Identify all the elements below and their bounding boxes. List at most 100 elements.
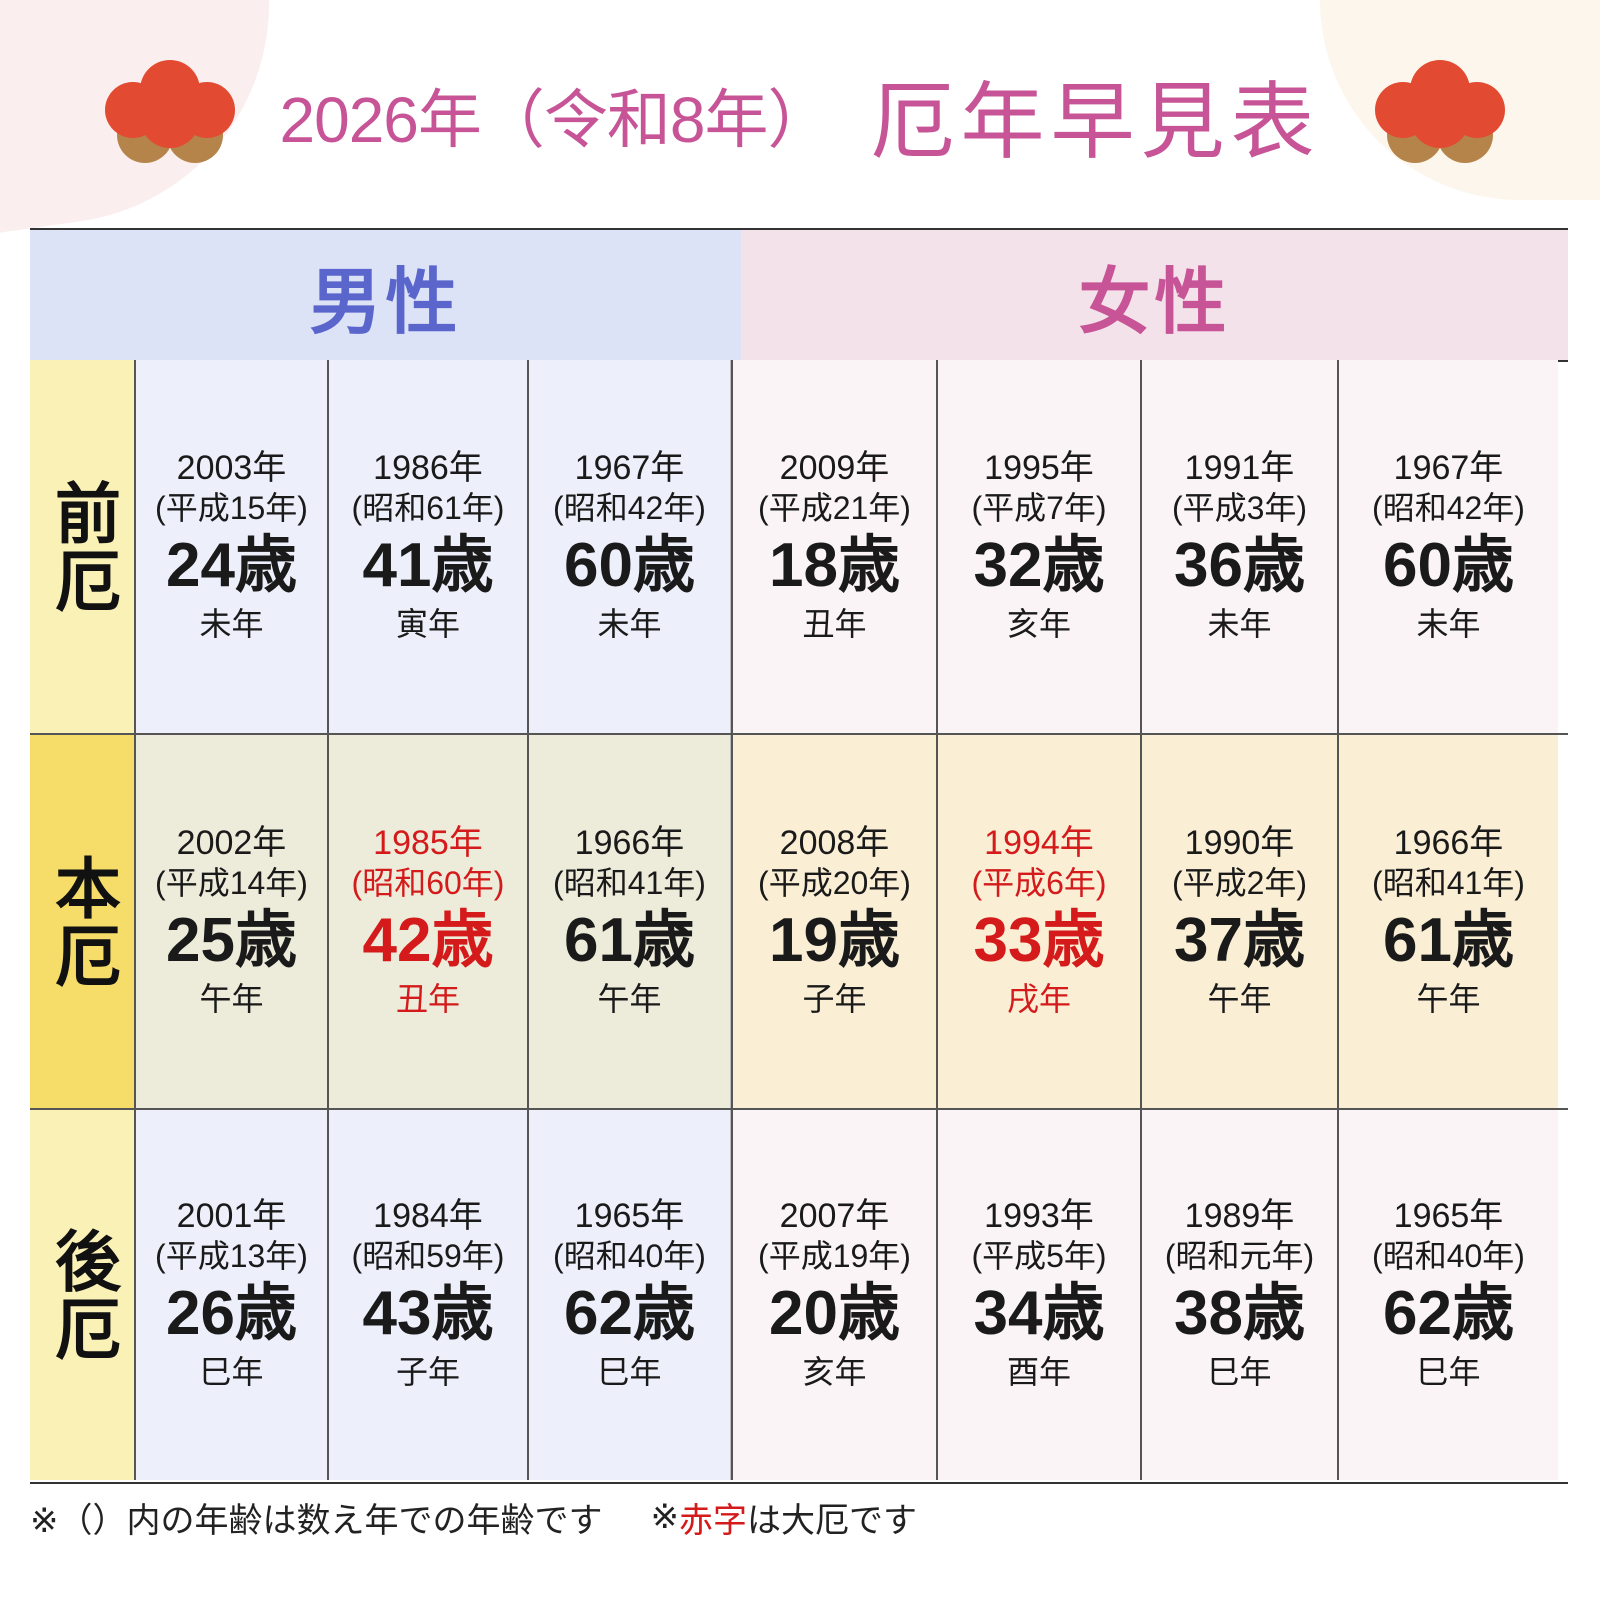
birth-year: 2008年 [779,823,890,862]
birth-year: 1965年 [574,1197,685,1235]
zodiac-sign: 午年 [199,979,264,1018]
age: 34歳 [973,1279,1105,1348]
birth-year: 1991年 [1184,448,1295,487]
birth-year: 1994年 [984,823,1094,862]
birth-year: 1984年 [373,1197,483,1235]
age: 60歳 [1383,530,1514,600]
table-header: 男性 女性 [30,230,1568,362]
age: 33歳 [973,905,1105,975]
table-cell: 1990年 (平成2年) 37歳 午年 [1140,735,1337,1108]
zodiac-sign: 未年 [1416,604,1481,643]
title-year: 2026年（令和8年） [279,84,832,156]
era-year: (昭和元年) [1164,1238,1315,1274]
zodiac-sign: 亥年 [1006,604,1071,643]
age: 26歳 [166,1279,297,1348]
yakudoshi-table: 男性 女性 前厄 2003年 (平成15年) 24歳未年 1986年 (昭和61年) 41歳… [30,228,1568,1484]
table-cell: 1989年 (昭和元年) 38歳 巳年 [1140,1110,1337,1480]
age: 61歳 [564,905,695,975]
table-cell: 1994年 (平成6年) 33歳戌年 [936,735,1140,1108]
birth-year: 2002年 [176,823,287,862]
age: 62歳 [564,1279,695,1348]
table-cell: 1986年 (昭和61年) 41歳寅年 [327,360,527,733]
era-year: (昭和40年) [1372,1238,1525,1274]
era-year: (平成20年) [758,864,911,901]
zodiac-sign: 午年 [1207,979,1272,1018]
birth-year: 1990年 [1184,823,1295,862]
zodiac-sign: 子年 [395,1353,460,1391]
table-row: 前厄 2003年 (平成15年) 24歳未年 1986年 (昭和61年) 41歳寅年 1967… [30,360,1568,735]
zodiac-sign: 亥年 [802,1353,867,1391]
footnote-red-note-suffix: は大厄です [747,1500,917,1541]
birth-year: 1967年 [1393,448,1504,487]
table-cell: 1965年 (昭和40年) 62歳巳年 [1337,1110,1558,1480]
table-cell: 1967年 (昭和42年) 60歳 未年 [527,360,731,733]
age: 36歳 [1174,530,1305,600]
age: 20歳 [769,1279,900,1348]
zodiac-sign: 子年 [802,979,867,1018]
row-label: 本厄 [30,735,134,1108]
age: 32歳 [973,530,1105,600]
zodiac-sign: 午年 [597,979,662,1018]
footnote-age-note: ※（）内の年齢は数え年での年齢です [30,1500,603,1541]
era-year: (平成14年) [155,864,308,901]
zodiac-sign: 巳年 [1416,1353,1481,1391]
table-cell: 1984年 (昭和59年) 43歳子年 [327,1110,527,1480]
table-cell: 2002年 (平成14年) 25歳 午年 [134,735,327,1108]
zodiac-sign: 丑年 [395,979,460,1018]
table-row: 後厄 2001年 (平成13年) 26歳 巳年 1984年 (昭和59年) 43歳 子年 1965… [30,1110,1568,1480]
table-cell: 1993年 (平成5年) 34歳 酉年 [936,1110,1140,1480]
age: 60歳 [564,530,695,600]
footnote-red-note-prefix: ※ [650,1497,680,1537]
table-cell: 1985年 (昭和60年) 42歳 丑年 [327,735,527,1108]
era-year: (平成13年) [155,1238,308,1274]
era-year: (昭和41年) [1372,864,1525,901]
era-year: (平成6年) [971,864,1107,901]
zodiac-sign: 午年 [1416,979,1481,1018]
birth-year: 1965年 [1393,1197,1504,1235]
header-male: 男性 [30,230,741,360]
birth-year: 1985年 [373,823,483,862]
era-year: (昭和41年) [553,864,706,901]
table-cell: 1995年 (平成7年) 32歳亥年 [936,360,1140,733]
era-year: (平成15年) [155,489,308,526]
birth-year: 1995年 [984,448,1094,487]
birth-year: 1986年 [373,448,483,487]
era-year: (昭和59年) [351,1238,505,1274]
age: 18歳 [769,530,900,600]
age: 41歳 [362,530,494,600]
era-year: (昭和42年) [553,489,706,526]
age: 42歳 [362,905,494,975]
table-row: 本厄 2002年 (平成14年) 25歳 午年 1985年 (昭和60年) 42歳 丑年 1966… [30,735,1568,1110]
zodiac-sign: 丑年 [802,604,867,643]
era-year: (平成3年) [1171,489,1308,526]
age: 62歳 [1383,1279,1514,1348]
birth-year: 2003年 [176,448,287,487]
birth-year: 1989年 [1184,1197,1295,1235]
age: 19歳 [769,905,900,975]
row-label: 前厄 [30,360,134,733]
footnote-red-word: 赤字 [679,1500,747,1541]
table-cell: 1966年 (昭和41年) 61歳午年 [1337,735,1558,1108]
age: 24歳 [166,530,297,600]
birth-year: 1966年 [1393,823,1504,862]
zodiac-sign: 酉年 [1006,1353,1071,1391]
zodiac-sign: 寅年 [395,604,460,643]
birth-year: 2007年 [779,1197,890,1235]
zodiac-sign: 未年 [597,604,662,643]
footnote: ※（）内の年齢は数え年での年齢です ※ 赤字 は大厄です [30,1492,1570,1542]
era-year: (昭和40年) [553,1238,706,1274]
zodiac-sign: 未年 [199,604,264,643]
zodiac-sign: 戌年 [1006,979,1071,1018]
birth-year: 2009年 [779,448,890,487]
table-cell: 2007年 (平成19年) 20歳 亥年 [731,1110,936,1480]
zodiac-sign: 未年 [1207,604,1272,643]
page-title: 2026年（令和8年） 厄年早見表 [0,60,1600,171]
age: 61歳 [1383,905,1514,975]
row-label: 後厄 [30,1110,134,1480]
table-cell: 1965年 (昭和40年) 62歳 巳年 [527,1110,731,1480]
age: 43歳 [362,1279,494,1348]
table-cell: 2009年 (平成21年) 18歳 丑年 [731,360,936,733]
birth-year: 1993年 [984,1197,1094,1235]
era-year: (昭和61年) [351,489,505,526]
era-year: (平成7年) [971,489,1107,526]
